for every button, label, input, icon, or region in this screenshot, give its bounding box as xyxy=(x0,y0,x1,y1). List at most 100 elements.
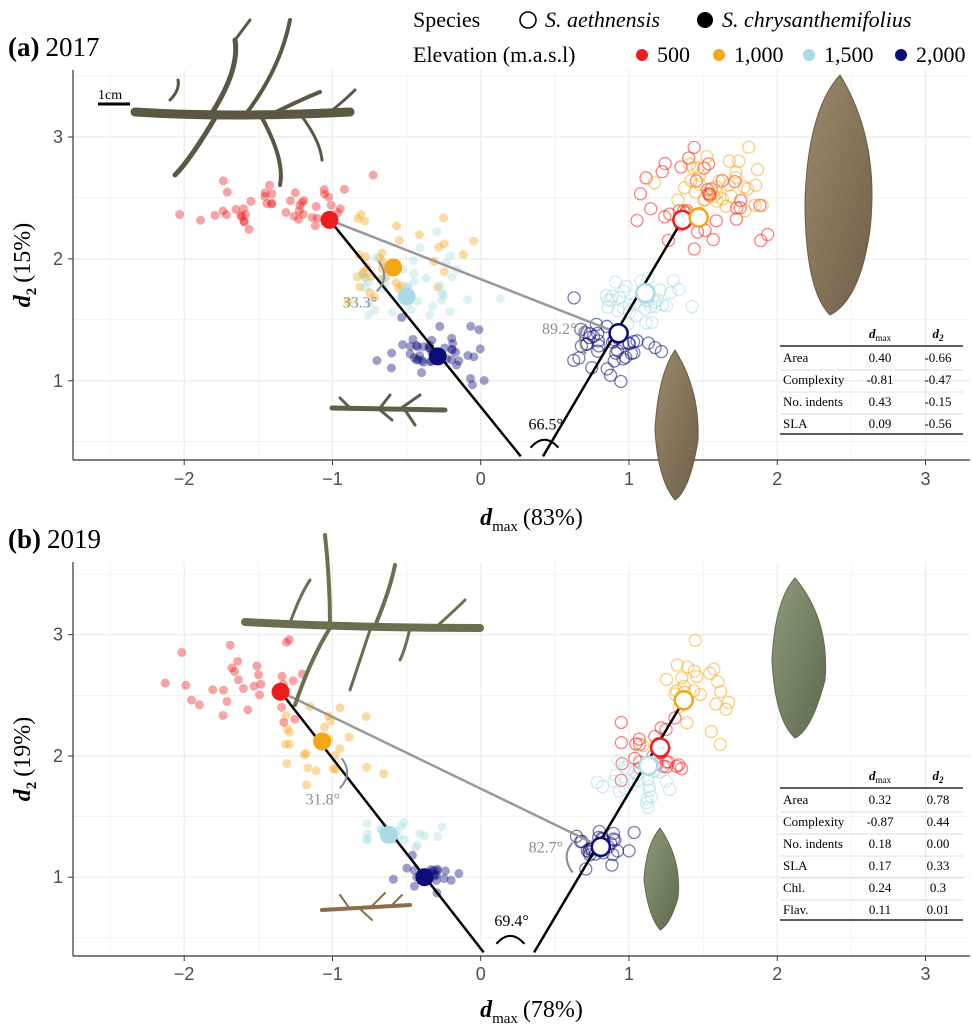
legend-elevation-label: 500 xyxy=(657,42,690,67)
mean-marker-chrysanthemifolius xyxy=(397,287,416,306)
y-axis-symbol: d xyxy=(10,294,36,307)
plot-area: 31.8° 82.7° 69.4° xyxy=(73,562,970,956)
data-point xyxy=(365,288,375,298)
data-point xyxy=(668,711,682,725)
data-point xyxy=(361,252,371,262)
data-point xyxy=(231,204,241,214)
data-point xyxy=(221,210,231,220)
data-point xyxy=(238,204,248,214)
data-point xyxy=(682,157,697,171)
table-cell-trait: Complexity xyxy=(783,372,845,387)
data-point xyxy=(611,304,625,318)
data-point xyxy=(630,213,644,228)
data-point xyxy=(680,716,694,730)
data-point xyxy=(687,140,701,155)
data-point xyxy=(467,380,477,390)
data-point xyxy=(408,255,418,265)
mean-marker-aethnensis xyxy=(649,737,671,758)
data-point xyxy=(360,272,370,282)
data-point xyxy=(454,869,464,879)
data-point xyxy=(370,305,380,315)
data-point xyxy=(233,675,243,685)
data-point xyxy=(713,737,727,752)
table-cell-trait: Flav. xyxy=(783,902,809,917)
legend-elevation-marker xyxy=(713,49,725,61)
data-point xyxy=(435,321,445,331)
data-point xyxy=(675,671,689,685)
data-point xyxy=(289,211,299,221)
data-point xyxy=(374,253,384,263)
data-point xyxy=(656,298,670,312)
data-point xyxy=(208,685,218,695)
x-tick-label: 3 xyxy=(921,469,931,489)
data-point xyxy=(414,230,424,240)
data-point xyxy=(589,317,604,332)
table-cell-d2: 0.3 xyxy=(930,880,946,895)
data-point xyxy=(371,253,381,263)
data-point xyxy=(454,356,464,366)
data-point xyxy=(479,376,489,386)
data-point xyxy=(319,184,329,194)
data-point xyxy=(412,340,422,350)
data-point xyxy=(662,782,677,797)
data-point xyxy=(686,161,700,175)
data-point xyxy=(419,831,429,841)
table-header-d2: d2 xyxy=(933,768,945,785)
data-point xyxy=(412,342,422,352)
data-point xyxy=(312,213,322,223)
mean-marker-chrysanthemifolius xyxy=(384,258,403,277)
entire-leaf-image-small xyxy=(654,349,699,501)
data-point xyxy=(187,695,197,705)
data-point xyxy=(738,204,752,218)
data-point xyxy=(415,351,425,361)
small-dissected-leaf-image-2019 xyxy=(320,892,412,921)
data-point xyxy=(388,874,398,884)
angle-arc xyxy=(375,260,386,293)
data-point xyxy=(195,215,205,225)
data-point xyxy=(363,310,373,320)
y-axis-subscript: 2 xyxy=(24,288,40,296)
data-point xyxy=(405,349,415,359)
plot-background xyxy=(73,562,970,956)
table-cell-dmax: 0.18 xyxy=(869,836,892,851)
x-tick-label: 1 xyxy=(624,469,634,489)
mean-markers xyxy=(320,207,709,366)
data-point xyxy=(466,321,476,331)
table-cell-trait: SLA xyxy=(783,858,808,873)
data-point xyxy=(721,695,736,710)
data-point xyxy=(297,197,307,207)
entire-leaf-image-large-2019 xyxy=(771,577,827,739)
data-point xyxy=(644,202,658,216)
data-point xyxy=(311,766,321,776)
data-point xyxy=(674,761,689,776)
data-point xyxy=(654,344,669,359)
data-point xyxy=(379,769,389,779)
data-point xyxy=(409,353,419,363)
x-tick-label: 2 xyxy=(772,469,782,489)
data-point xyxy=(749,178,763,192)
data-point xyxy=(279,717,289,727)
data-point xyxy=(237,212,247,222)
data-point xyxy=(281,207,291,217)
vector-chrysanthemifolius xyxy=(279,690,485,954)
data-point xyxy=(290,188,300,198)
data-point xyxy=(249,681,259,691)
data-point xyxy=(729,201,744,215)
y-tick-label: 1 xyxy=(53,867,63,887)
legend-elevation-marker xyxy=(636,49,648,61)
data-point xyxy=(326,200,336,210)
mean-marker-aethnensis xyxy=(672,209,693,231)
data-point xyxy=(285,196,295,206)
data-point xyxy=(267,198,277,208)
x-tick-label: −2 xyxy=(174,469,195,489)
x-axis-percent: (83%) xyxy=(523,505,583,531)
data-point xyxy=(574,339,589,353)
data-point xyxy=(605,289,619,303)
data-point xyxy=(437,295,447,305)
data-point xyxy=(433,282,443,292)
data-point xyxy=(417,368,427,378)
angle-label: 82.7° xyxy=(529,840,563,857)
data-point xyxy=(277,671,287,681)
data-point xyxy=(319,189,329,199)
